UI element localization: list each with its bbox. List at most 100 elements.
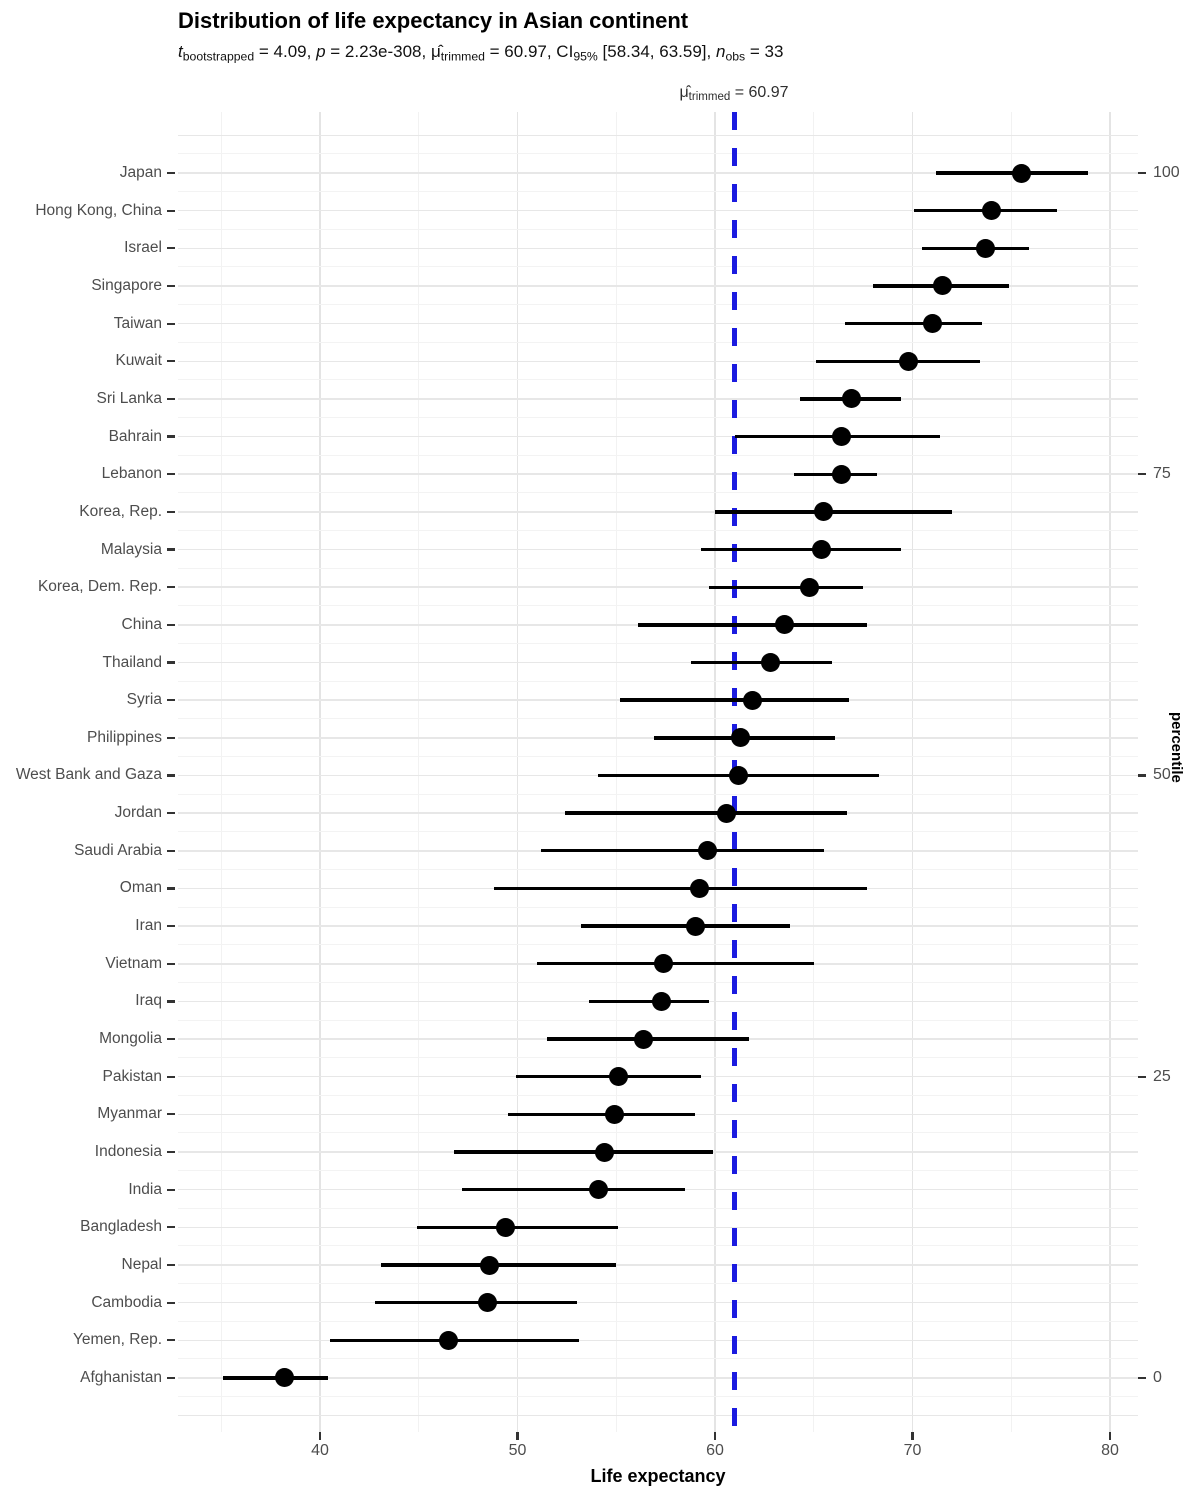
point-iran [685, 916, 705, 936]
ci-line-bangladesh [416, 1225, 619, 1230]
point-oman [689, 878, 709, 898]
ci-line-iraq [588, 999, 710, 1004]
ci-line-china [637, 623, 868, 627]
gridline-major-vertical [1109, 112, 1111, 1432]
gridline-horizontal [178, 868, 1138, 870]
y-axis-tick [167, 774, 175, 777]
gridline-major-vertical [714, 112, 716, 1432]
y-axis-tick [167, 171, 175, 175]
point-vietnam [654, 954, 674, 974]
point-cambodia [478, 1293, 498, 1313]
gridline-horizontal [178, 793, 1138, 795]
gridline-horizontal [178, 1057, 1138, 1059]
gridline-horizontal [178, 755, 1138, 757]
gridline-horizontal [178, 191, 1138, 193]
gridline-horizontal [178, 492, 1138, 494]
point-syria [743, 690, 763, 710]
point-korea-rep [814, 502, 834, 522]
y-axis-label-korea-dem-rep: Korea, Dem. Rep. [37, 578, 162, 596]
gridline-horizontal [178, 398, 1138, 400]
point-west-bank-and-gaza [729, 765, 749, 785]
gridline-horizontal [178, 605, 1138, 607]
point-indonesia [594, 1142, 614, 1162]
point-bangladesh [496, 1217, 516, 1237]
y-axis-tick [167, 661, 175, 664]
gridline-horizontal [178, 266, 1138, 268]
gridline-horizontal [178, 906, 1138, 908]
gridline-horizontal [178, 718, 1138, 720]
y-axis-label-thailand: Thailand [102, 653, 162, 671]
point-korea-dem-rep [800, 577, 820, 597]
y-axis-tick [167, 322, 175, 325]
x-tick-label: 70 [903, 1442, 922, 1459]
y-axis-label-india: India [128, 1180, 162, 1198]
gridline-horizontal [178, 831, 1138, 833]
gridline-minor-vertical [813, 112, 815, 1432]
point-yemen-rep [438, 1330, 458, 1350]
gridline-horizontal [178, 1358, 1138, 1360]
point-thailand [760, 653, 780, 673]
y-axis-label-cambodia: Cambodia [91, 1293, 162, 1311]
ci-line-korea-rep [715, 510, 952, 514]
y-axis-tick [167, 435, 175, 438]
gridline-horizontal [178, 1377, 1138, 1379]
percentile-tick-label: 75 [1153, 465, 1171, 483]
point-singapore [932, 276, 952, 296]
point-jordan [717, 803, 737, 823]
x-tick-label: 50 [508, 1442, 527, 1459]
point-israel [976, 238, 996, 258]
y-axis-tick [167, 962, 175, 965]
y-axis-label-china: China [121, 615, 163, 633]
y-axis-label-japan: Japan [119, 164, 162, 181]
plot-panel [178, 112, 1138, 1432]
point-india [588, 1180, 608, 1200]
gridline-horizontal [178, 1339, 1138, 1342]
y-axis-tick [167, 1301, 175, 1304]
gridline-horizontal [178, 944, 1138, 946]
gridline-horizontal [178, 1226, 1138, 1229]
point-china [774, 615, 794, 635]
percentile-axis-tick [1138, 1376, 1146, 1380]
gridline-horizontal [178, 228, 1138, 230]
gridline-horizontal [178, 435, 1138, 438]
point-kuwait [899, 351, 919, 371]
percentile-axis-tick [1138, 473, 1146, 476]
gridline-horizontal [178, 322, 1138, 325]
y-axis-tick [167, 699, 175, 702]
percentile-tick-label: 0 [1153, 1368, 1162, 1386]
y-axis-tick [167, 623, 175, 626]
y-axis-tick [167, 1188, 175, 1191]
point-philippines [731, 728, 751, 748]
gridline-horizontal [178, 304, 1138, 306]
ci-line-indonesia [454, 1150, 714, 1154]
y-axis-tick [167, 1339, 175, 1342]
ci-line-cambodia [375, 1300, 577, 1305]
point-myanmar [604, 1104, 624, 1124]
y-axis-label-bangladesh: Bangladesh [80, 1218, 162, 1236]
gridline-horizontal [178, 981, 1138, 983]
y-axis-tick [167, 736, 175, 739]
ci-line-india [462, 1188, 686, 1192]
y-axis-label-korea-rep: Korea, Rep. [79, 502, 162, 520]
gridline-horizontal [178, 379, 1138, 381]
gridline-horizontal [178, 454, 1138, 456]
x-axis-title: Life expectancy [590, 1466, 726, 1486]
y-axis-label-indonesia: Indonesia [94, 1143, 162, 1161]
point-taiwan [922, 314, 942, 334]
gridline-horizontal [178, 680, 1138, 682]
y-axis-tick [167, 1263, 175, 1267]
y-axis-label-mongolia: Mongolia [99, 1030, 162, 1048]
x-axis-tick [911, 1432, 914, 1440]
percentile-tick-label: 100 [1153, 164, 1180, 181]
y-axis-tick [167, 1000, 175, 1003]
y-axis-label-syria: Syria [126, 691, 162, 709]
y-axis-label-saudi-arabia: Saudi Arabia [74, 841, 162, 859]
percentile-tick-label: 25 [1153, 1067, 1171, 1085]
y-axis-label-jordan: Jordan [114, 804, 162, 822]
gridline-horizontal [178, 360, 1138, 363]
gridline-horizontal [178, 153, 1138, 155]
ci-line-iran [580, 924, 791, 928]
y-axis-tick [167, 1376, 175, 1380]
y-axis-tick [167, 209, 175, 212]
